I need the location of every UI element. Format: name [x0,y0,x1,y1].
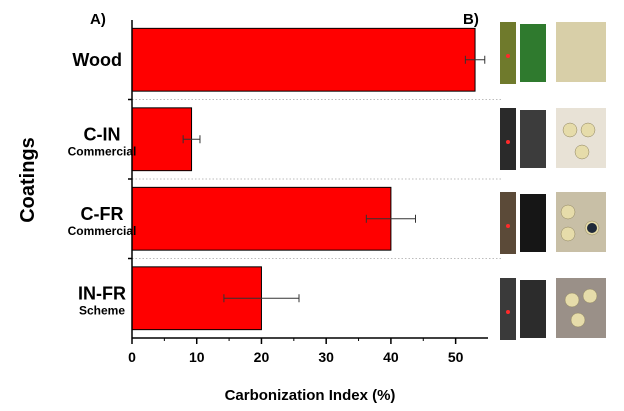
category-sublabel: Commercial [68,144,137,158]
burn-spot [561,227,575,241]
burn-hole [587,223,597,233]
photo-row [500,192,606,254]
sample-profile-photo [500,278,516,340]
measurement-mark [506,310,510,314]
x-tick-label: 50 [448,349,464,365]
burn-spot [565,293,579,307]
burn-spot [583,289,597,303]
category-label: C-IN [84,124,121,144]
burn-spot [581,123,595,137]
x-tick-label: 0 [128,349,136,365]
bar-chart: WoodC-INCommercialC-FRCommercialIN-FRSch… [17,20,503,404]
photo-row [500,108,606,170]
y-axis-title: Coatings [17,137,39,223]
category-label: Wood [72,50,122,70]
burn-spot [561,205,575,219]
category-label: C-FR [81,204,124,224]
x-tick-label: 40 [383,349,399,365]
bar-wood [132,28,475,91]
x-axis-title: Carbonization Index (%) [225,387,396,404]
measurement-mark [506,224,510,228]
category-sublabel: Scheme [79,303,125,317]
sample-closeup-photo [520,24,546,82]
sample-closeup-photo [520,280,546,338]
x-tick-label: 10 [189,349,205,365]
bar-c-in [132,108,192,171]
x-tick-label: 30 [318,349,334,365]
bar-c-fr [132,187,391,250]
sample-profile-photo [500,192,516,254]
sample-photos [500,22,606,340]
category-label: IN-FR [78,283,126,303]
burn-spot [563,123,577,137]
sample-profile-photo [500,22,516,84]
x-tick-label: 20 [254,349,270,365]
burn-spot [571,313,585,327]
photo-row [500,22,606,84]
category-sublabel: Commercial [68,224,137,238]
photo-row [500,278,606,340]
figure: A) B) WoodC-INCommercialC-FRCommercialIN… [0,0,624,411]
sample-surface-photo [556,278,606,338]
sample-closeup-photo [520,194,546,252]
sample-profile-photo [500,108,516,170]
burn-spot [575,145,589,159]
sample-closeup-photo [520,110,546,168]
panel-label-b: B) [463,11,479,28]
measurement-mark [506,54,510,58]
measurement-mark [506,140,510,144]
sample-surface-photo [556,22,606,82]
sample-surface-photo [556,192,606,252]
panel-label-a: A) [90,11,106,28]
